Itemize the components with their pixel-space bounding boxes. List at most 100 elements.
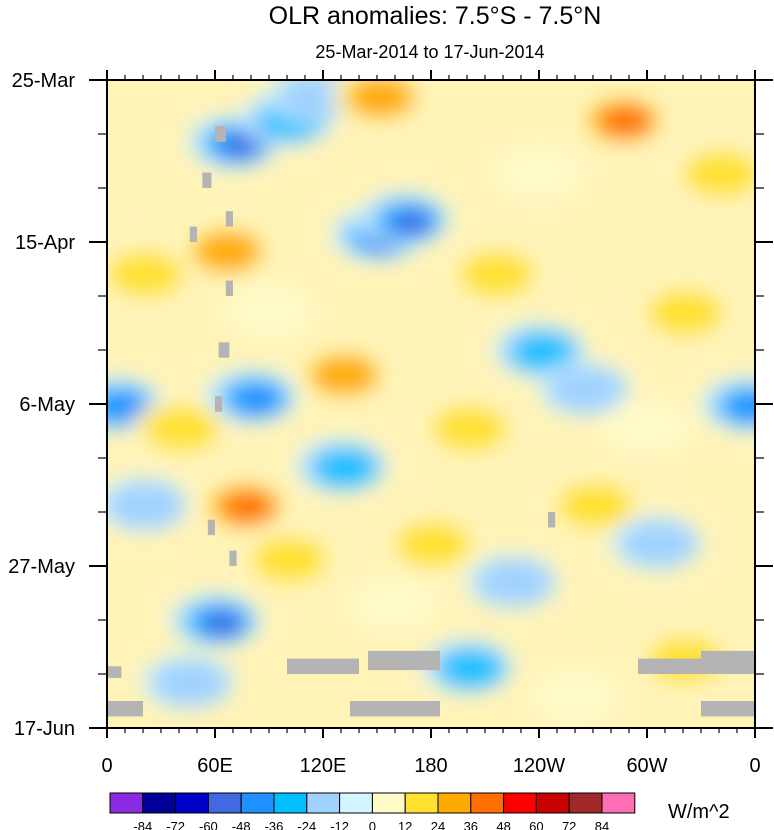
- x-tick-label: 60W: [626, 755, 667, 777]
- y-tick-label: 6-May: [19, 394, 75, 416]
- anomaly-patch: [223, 284, 315, 339]
- x-tick-label: 60E: [197, 755, 233, 777]
- missing-data-region: [368, 650, 440, 671]
- anomaly-patch: [141, 404, 221, 452]
- x-tick-label: 0: [101, 755, 112, 777]
- anomaly-patch: [312, 448, 378, 487]
- missing-data-region: [225, 211, 233, 227]
- anomaly-patch: [474, 559, 554, 606]
- colorbar-label: -48: [232, 819, 251, 830]
- colorbar-swatch: [175, 792, 209, 814]
- missing-data-region: [350, 701, 440, 717]
- missing-data-region: [218, 342, 230, 358]
- missing-data-region: [189, 226, 197, 242]
- anomaly-patch: [393, 211, 431, 235]
- missing-data-region: [287, 658, 359, 674]
- y-tick-label: 27-May: [8, 556, 75, 578]
- anomaly-patch: [312, 355, 378, 395]
- missing-data-region: [215, 126, 226, 142]
- colorbar-label: -36: [265, 819, 284, 830]
- anomaly-patch: [555, 482, 635, 529]
- colorbar-swatch: [240, 792, 275, 814]
- colorbar-label: 24: [431, 819, 445, 830]
- x-tick-label: 180: [414, 755, 447, 777]
- anomaly-patch: [726, 391, 755, 423]
- missing-data-region: [215, 396, 223, 412]
- colorbar-label: 36: [464, 819, 478, 830]
- colorbar-swatch: [273, 792, 308, 814]
- anomaly-patch: [222, 492, 274, 523]
- colorbar-swatch: [601, 792, 636, 814]
- missing-data-region: [638, 658, 755, 674]
- colorbar: -84 -72 -60 -48 -36 -24 -12 0 12 24 36 48 60 72 84: [109, 792, 636, 830]
- anomaly-patch: [618, 520, 698, 568]
- colorbar-label: 48: [496, 819, 510, 830]
- anomaly-patch: [348, 80, 414, 117]
- anomaly-patch: [107, 250, 185, 298]
- colorbar-swatch: [535, 792, 570, 814]
- colorbar-label: -60: [199, 819, 218, 830]
- anomaly-patch: [546, 366, 626, 413]
- anomaly-patch: [681, 150, 755, 197]
- anomaly-patch: [645, 289, 725, 336]
- colorbar-swatch: [568, 792, 603, 814]
- chart-title: OLR anomalies: 7.5°S - 7.5°N: [269, 2, 602, 30]
- anomaly-patch: [529, 669, 621, 725]
- missing-data-region: [225, 280, 233, 296]
- anomaly-patch: [601, 399, 693, 455]
- colorbar-swatch: [470, 792, 505, 814]
- anomaly-patch: [249, 536, 329, 583]
- anomaly-patch: [429, 404, 509, 452]
- colorbar-swatch: [503, 792, 537, 814]
- colorbar-label: -72: [166, 819, 185, 830]
- colorbar-swatch: [404, 792, 439, 814]
- plot-area: [107, 80, 755, 728]
- axes: 0 60E 120E 180 120W 60W 0 25-Mar 15-Apr 6-May 27-M…: [8, 70, 773, 777]
- anomaly-patch: [107, 391, 148, 423]
- missing-data-region: [229, 550, 237, 566]
- anomaly-patch: [510, 332, 576, 372]
- anomaly-patch: [456, 250, 536, 298]
- colorbar-swatch: [207, 792, 242, 814]
- colorbar-label: 0: [369, 819, 376, 830]
- colorbar-label: 60: [529, 819, 543, 830]
- missing-data-region: [202, 172, 212, 188]
- y-tick-label: 15-Apr: [15, 232, 75, 254]
- chart-subtitle: 25-Mar-2014 to 17-Jun-2014: [315, 42, 544, 62]
- colorbar-units: W/m^2: [668, 801, 730, 823]
- anomaly-patch: [600, 106, 652, 137]
- y-tick-label: 17-Jun: [14, 718, 75, 740]
- missing-data-region: [548, 512, 556, 528]
- missing-data-region: [107, 666, 122, 678]
- colorbar-swatch: [306, 792, 341, 814]
- colorbar-swatch: [142, 792, 177, 814]
- missing-data-region: [107, 701, 143, 717]
- missing-data-region: [701, 650, 755, 659]
- colorbar-label: 12: [398, 819, 412, 830]
- anomaly-field: [107, 80, 755, 725]
- anomaly-patch: [204, 612, 242, 636]
- y-tick-label: 25-Mar: [12, 70, 76, 92]
- anomaly-patch: [222, 134, 260, 157]
- colorbar-label: -12: [330, 819, 349, 830]
- colorbar-swatch: [437, 792, 472, 814]
- anomaly-patch: [493, 145, 585, 200]
- missing-data-region: [701, 701, 755, 717]
- anomaly-patch: [438, 649, 504, 688]
- anomaly-patch: [393, 520, 473, 568]
- colorbar-swatch: [339, 792, 373, 814]
- anomaly-patch: [150, 659, 230, 706]
- anomaly-patch: [107, 482, 185, 529]
- colorbar-swatch: [109, 792, 144, 814]
- x-tick-label: 0: [749, 755, 760, 777]
- colorbar-label: -84: [133, 819, 152, 830]
- missing-data-region: [207, 519, 215, 536]
- colorbar-swatch: [371, 792, 406, 814]
- anomaly-patch: [349, 577, 441, 632]
- colorbar-label: 72: [562, 819, 576, 830]
- colorbar-label: -24: [297, 819, 316, 830]
- x-tick-label: 120E: [300, 755, 347, 777]
- x-tick-label: 120W: [513, 755, 565, 777]
- anomaly-patch: [231, 384, 283, 415]
